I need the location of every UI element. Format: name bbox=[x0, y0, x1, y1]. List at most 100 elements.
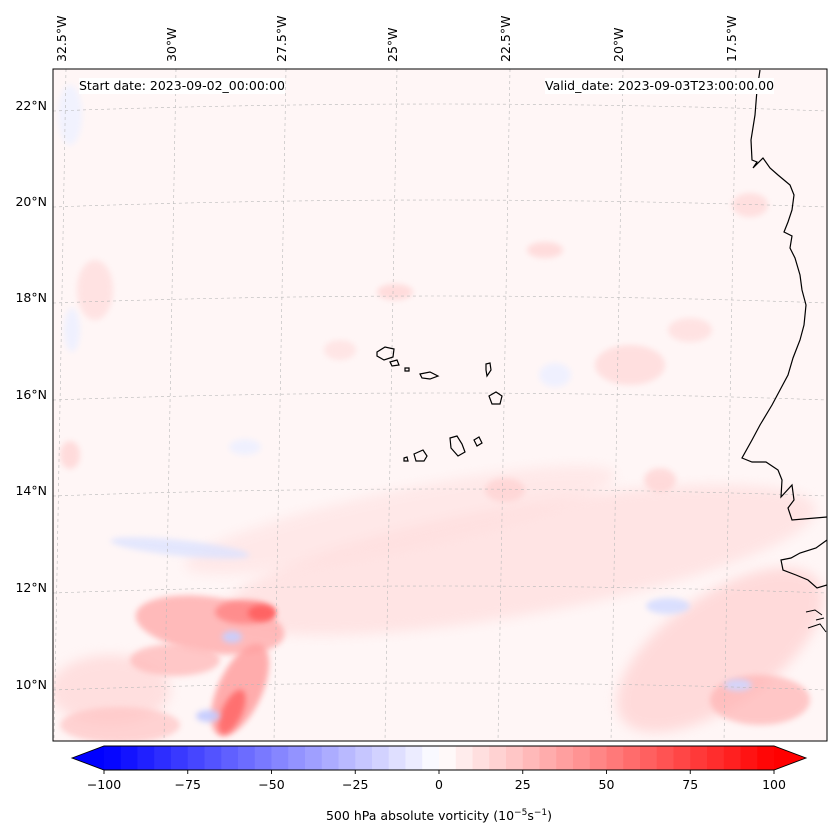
meridian-gridline bbox=[723, 69, 737, 741]
colorbar-cell bbox=[405, 746, 423, 770]
colorbar-tick-label: 0 bbox=[435, 777, 443, 792]
vorticity-patch bbox=[196, 710, 220, 722]
meridian-gridline bbox=[53, 69, 67, 741]
island-santiago bbox=[449, 435, 466, 457]
colorbar-cell bbox=[455, 746, 473, 770]
colorbar-cell bbox=[321, 746, 339, 770]
colorbar-cell bbox=[707, 746, 725, 770]
parallel-gridline bbox=[53, 585, 827, 594]
vorticity-patch bbox=[248, 605, 276, 621]
vorticity-patch bbox=[222, 631, 242, 643]
colorbar-cell bbox=[556, 746, 574, 770]
colorbar-cell bbox=[640, 746, 658, 770]
vorticity-patch bbox=[595, 345, 665, 385]
colorbar-cell bbox=[305, 746, 323, 770]
longitude-tick-label: 20°W bbox=[611, 27, 626, 62]
colorbar-label-suffix: ) bbox=[547, 808, 552, 824]
map-frame bbox=[52, 68, 828, 742]
colorbar-cell bbox=[439, 746, 457, 770]
colorbar-tick-label: −100 bbox=[87, 777, 121, 792]
vorticity-patch bbox=[110, 537, 250, 559]
colorbar-tick-label: 25 bbox=[515, 777, 531, 792]
colorbar-cell bbox=[757, 746, 775, 770]
vorticity-patch bbox=[646, 598, 690, 614]
vorticity-patch bbox=[60, 707, 180, 741]
island-sal bbox=[485, 362, 492, 378]
latitude-tick-label: 12°N bbox=[15, 580, 47, 595]
island-boa-vista bbox=[488, 391, 503, 405]
colorbar-extend-high bbox=[774, 746, 806, 770]
colorbar-cell bbox=[120, 746, 138, 770]
island-sao-nicolau bbox=[419, 371, 440, 380]
colorbar-cell bbox=[723, 746, 741, 770]
vorticity-patch bbox=[218, 689, 246, 735]
colorbar-cells bbox=[104, 746, 775, 770]
colorbar: −100 −75 −50 −25 0 25 50 75 100 bbox=[70, 745, 808, 792]
latitude-tick-label: 18°N bbox=[15, 290, 47, 305]
valid-date-label: Valid_date: 2023-09-03T23:00:00.00 bbox=[545, 78, 775, 94]
vorticity-patch bbox=[724, 679, 752, 691]
latitude-tick-label: 10°N bbox=[15, 677, 47, 692]
island-santa-luzia bbox=[404, 367, 410, 372]
colorbar-cell bbox=[221, 746, 239, 770]
coastline-bijagos bbox=[805, 609, 827, 633]
parallel-gridline bbox=[53, 295, 827, 304]
colorbar-label: 500 hPa absolute vorticity (10−5s−1) bbox=[0, 808, 837, 823]
longitude-tick-label: 22.5°W bbox=[498, 16, 513, 62]
colorbar-tick-label: −25 bbox=[342, 777, 368, 792]
vorticity-patch bbox=[77, 260, 113, 320]
colorbar-cell bbox=[171, 746, 189, 770]
colorbar-label-exp1: −5 bbox=[514, 808, 528, 818]
colorbar-cell bbox=[187, 746, 205, 770]
colorbar-cell bbox=[489, 746, 507, 770]
colorbar-cell bbox=[238, 746, 256, 770]
colorbar-cell bbox=[104, 746, 122, 770]
colorbar-tick-label: 100 bbox=[762, 777, 786, 792]
latitude-tick-label: 16°N bbox=[15, 387, 47, 402]
colorbar-cell bbox=[606, 746, 624, 770]
map-area bbox=[53, 69, 827, 741]
vorticity-patch bbox=[64, 308, 80, 352]
colorbar-cell bbox=[388, 746, 406, 770]
vorticity-patch bbox=[58, 85, 82, 145]
vorticity-patch bbox=[527, 242, 563, 258]
colorbar-cell bbox=[573, 746, 591, 770]
colorbar-cell bbox=[137, 746, 155, 770]
parallel-gridline bbox=[53, 199, 827, 208]
colorbar-tick-label: −50 bbox=[258, 777, 284, 792]
vorticity-patch bbox=[229, 439, 261, 455]
colorbar-label-mid: s bbox=[527, 808, 534, 824]
colorbar-label-prefix: 500 hPa absolute vorticity (10 bbox=[325, 808, 515, 824]
meridian-gridline bbox=[610, 69, 624, 741]
longitude-labels: 32.5°W 30°W 27.5°W 25°W 22.5°W 20°W 17.5°W bbox=[54, 16, 739, 62]
parallel-gridline bbox=[53, 392, 827, 401]
colorbar-cell bbox=[338, 746, 356, 770]
cape-verde-islands bbox=[376, 346, 503, 462]
colorbar-cell bbox=[372, 746, 390, 770]
vorticity-patch bbox=[377, 284, 413, 300]
colorbar-tick-label: 75 bbox=[682, 777, 698, 792]
colorbar-tick-label: −75 bbox=[175, 777, 201, 792]
latitude-tick-label: 14°N bbox=[15, 483, 47, 498]
map-gridlines bbox=[53, 69, 827, 741]
colorbar-cell bbox=[623, 746, 641, 770]
colorbar-cell bbox=[673, 746, 691, 770]
vorticity-patch bbox=[60, 441, 80, 469]
colorbar-cell bbox=[254, 746, 272, 770]
vorticity-patch bbox=[53, 655, 170, 725]
colorbar-cell bbox=[506, 746, 524, 770]
parallel-gridline bbox=[53, 103, 827, 112]
longitude-tick-label: 25°W bbox=[385, 27, 400, 62]
meridian-gridline bbox=[497, 69, 511, 741]
longitude-tick-label: 27.5°W bbox=[274, 16, 289, 62]
longitude-tick-label: 30°W bbox=[164, 27, 179, 62]
island-maio bbox=[473, 436, 483, 447]
vorticity-patch bbox=[539, 363, 571, 387]
island-fogo bbox=[413, 449, 428, 462]
coastline-guinea-bissau bbox=[780, 539, 827, 589]
vorticity-patch bbox=[485, 478, 525, 502]
longitude-tick-label: 17.5°W bbox=[724, 16, 739, 62]
start-date-label: Start date: 2023-09-02_00:00:00 bbox=[79, 78, 285, 94]
meridian-gridline bbox=[273, 69, 287, 741]
